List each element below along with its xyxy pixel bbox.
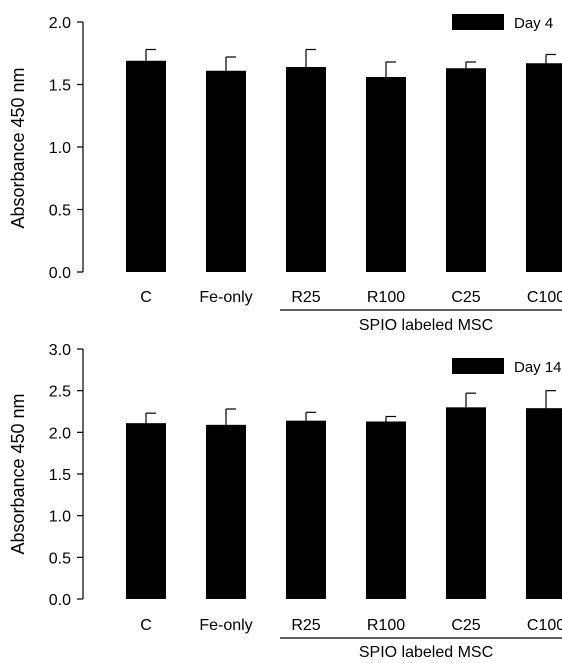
y-tick-label: 2.5 bbox=[49, 384, 71, 401]
bar-r25 bbox=[286, 420, 326, 599]
bar-r100 bbox=[366, 77, 406, 272]
y-tick-label: 2.0 bbox=[49, 425, 71, 442]
y-tick-label: 1.0 bbox=[49, 509, 71, 526]
y-tick-label: 1.5 bbox=[49, 467, 71, 484]
group-label: SPIO labeled MSC bbox=[359, 644, 493, 661]
y-tick-label: 2.0 bbox=[49, 15, 71, 32]
category-label-r25: R25 bbox=[291, 617, 320, 634]
legend-swatch bbox=[452, 358, 504, 374]
bar-r100 bbox=[366, 421, 406, 599]
y-tick-label: 0.5 bbox=[49, 203, 71, 220]
y-tick-label: 1.0 bbox=[49, 140, 71, 157]
y-tick-label: 0.0 bbox=[49, 265, 71, 282]
y-axis-title: Absorbance 450 nm bbox=[8, 67, 28, 228]
category-label-fe-only: Fe-only bbox=[199, 289, 252, 306]
legend-label: Day 4 bbox=[514, 15, 553, 32]
bar-fe-only bbox=[206, 424, 246, 599]
bar-c100 bbox=[526, 63, 562, 272]
bar-c100 bbox=[526, 408, 562, 599]
bar-c25 bbox=[446, 407, 486, 599]
category-label-r100: R100 bbox=[367, 617, 405, 634]
bar-c bbox=[126, 423, 166, 599]
chart-panel-day-4: 0.0 0.5 1.0 1.5 2.0 Absorbance 450 nm C Fe-only… bbox=[8, 14, 562, 334]
category-label-c100: C100 bbox=[527, 617, 562, 634]
bar-c25 bbox=[446, 68, 486, 272]
y-tick-label: 1.5 bbox=[49, 78, 71, 95]
category-label-c: C bbox=[140, 617, 152, 634]
category-label-r100: R100 bbox=[367, 289, 405, 306]
y-tick-label: 0.0 bbox=[49, 592, 71, 609]
legend-label: Day 14 bbox=[514, 359, 562, 376]
y-tick-label: 0.5 bbox=[49, 550, 71, 567]
category-label-fe-only: Fe-only bbox=[199, 617, 252, 634]
legend-swatch bbox=[452, 14, 504, 30]
y-tick-label: 3.0 bbox=[49, 342, 71, 359]
group-label: SPIO labeled MSC bbox=[359, 317, 493, 334]
bar-c bbox=[126, 60, 166, 272]
category-label-c100: C100 bbox=[527, 289, 562, 306]
y-axis-title: Absorbance 450 nm bbox=[8, 393, 28, 554]
bar-fe-only bbox=[206, 70, 246, 272]
category-label-c: C bbox=[140, 289, 152, 306]
chart-panel-day-14: 0.0 0.5 1.0 1.5 2.0 2.5 3.0 Absorbance 450 nm C F… bbox=[8, 342, 562, 661]
category-label-r25: R25 bbox=[291, 289, 320, 306]
category-label-c25: C25 bbox=[451, 617, 480, 634]
bar-r25 bbox=[286, 67, 326, 272]
category-label-c25: C25 bbox=[451, 289, 480, 306]
